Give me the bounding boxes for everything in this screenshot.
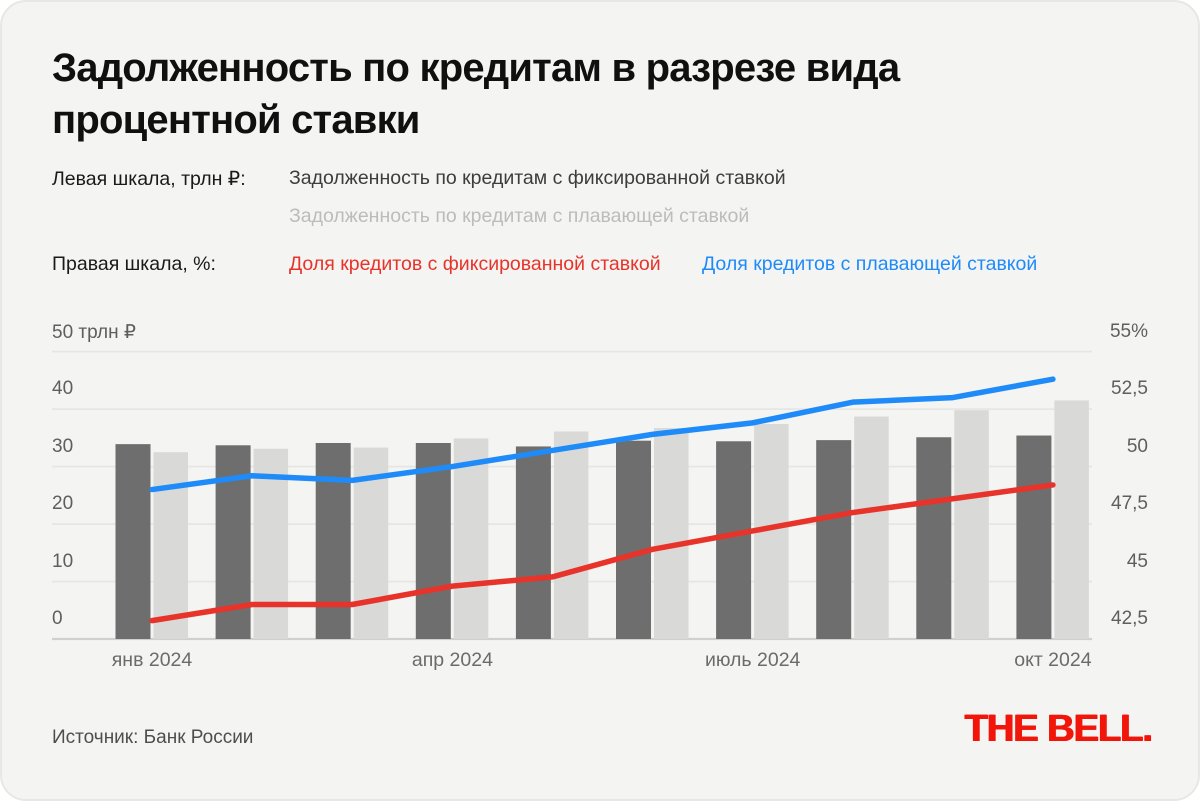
legend-fixed-debt: Задолженность по кредитам с фиксированно… — [289, 167, 786, 189]
bar-floating-rate-debt — [954, 410, 989, 639]
y-axis-tick-right: 47,5 — [1111, 493, 1148, 514]
bar-fixed-rate-debt — [716, 441, 752, 639]
line-floating-rate-share — [149, 376, 1056, 493]
x-axis-tick: янв 2024 — [111, 649, 193, 671]
y-axis-tick-left: 20 — [52, 493, 74, 514]
page-title: Задолженность по кредитам в разрезе вида… — [52, 42, 1112, 146]
legend-floating-debt: Задолженность по кредитам с плавающей ст… — [289, 205, 750, 227]
bar-floating-rate-debt — [654, 428, 689, 639]
legend-left-scale-label: Левая шкала, трлн ₽: — [52, 168, 246, 190]
y-axis-tick-right: 45 — [1126, 550, 1148, 572]
title-line-2: процентной ставки — [52, 98, 420, 142]
bar-floating-rate-debt — [153, 452, 188, 639]
bar-fixed-rate-debt — [115, 444, 151, 639]
y-axis-tick-left: 40 — [52, 378, 74, 399]
bar-fixed-rate-debt — [415, 442, 451, 639]
legend-floating-share: Доля кредитов с плавающей ставкой — [702, 253, 1038, 275]
bar-floating-rate-debt — [854, 416, 889, 639]
bar-fixed-rate-debt — [916, 437, 952, 639]
bar-floating-rate-debt — [253, 448, 289, 639]
x-axis-tick: июль 2024 — [704, 649, 801, 671]
source-note: Источник: Банк России — [52, 727, 254, 748]
y-axis-tick-right: 55% — [1109, 320, 1148, 342]
bar-fixed-rate-debt — [515, 446, 551, 639]
bar-floating-rate-debt — [1054, 400, 1089, 639]
line-fixed-rate-share — [149, 482, 1056, 624]
y-axis-tick-left: 0 — [52, 608, 63, 629]
bar-fixed-rate-debt — [1016, 435, 1052, 639]
legend-fixed-share: Доля кредитов с фиксированной ставкой — [289, 253, 661, 275]
bar-fixed-rate-debt — [816, 440, 852, 639]
legend-right-scale-label: Правая шкала, %: — [52, 253, 216, 275]
y-axis-tick-left: 10 — [52, 550, 74, 572]
y-axis-tick-right: 52,5 — [1111, 378, 1148, 399]
y-axis-tick-left: 30 — [52, 435, 74, 457]
y-axis-tick-right: 50 — [1126, 435, 1148, 457]
bar-floating-rate-debt — [553, 431, 589, 639]
y-axis-tick-right: 42,5 — [1111, 608, 1148, 629]
the-bell-logo: THE BELL. — [964, 708, 1153, 750]
y-axis-tick-left: 50 трлн ₽ — [52, 321, 136, 343]
bar-fixed-rate-debt — [315, 442, 351, 639]
bar-floating-rate-debt — [453, 438, 489, 639]
x-axis-tick: апр 2024 — [411, 649, 493, 671]
title-line-1: Задолженность по кредитам в разрезе вида — [52, 46, 900, 90]
bar-fixed-rate-debt — [616, 440, 651, 639]
x-axis-tick: окт 2024 — [1014, 649, 1092, 671]
